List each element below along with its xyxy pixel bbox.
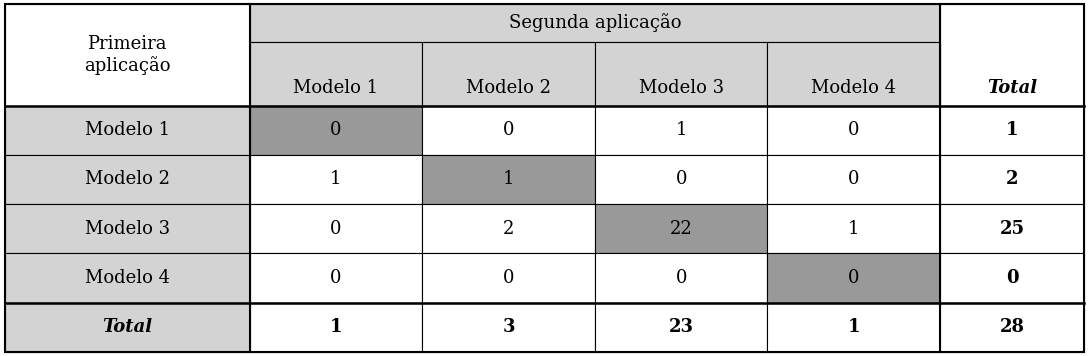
Text: Modelo 4: Modelo 4 bbox=[811, 79, 896, 96]
Text: 0: 0 bbox=[675, 171, 687, 188]
Bar bbox=[595, 42, 768, 105]
Bar bbox=[940, 253, 1084, 303]
Text: 0: 0 bbox=[675, 269, 687, 287]
Bar bbox=[768, 42, 940, 105]
Text: 0: 0 bbox=[1006, 269, 1018, 287]
Bar bbox=[249, 155, 423, 204]
Bar bbox=[768, 105, 940, 155]
Bar bbox=[5, 105, 249, 155]
Text: Modelo 2: Modelo 2 bbox=[466, 79, 551, 96]
Bar bbox=[940, 105, 1084, 155]
Bar bbox=[5, 253, 249, 303]
Bar bbox=[768, 204, 940, 253]
Bar bbox=[5, 303, 249, 352]
Text: 1: 1 bbox=[848, 220, 859, 238]
Bar bbox=[768, 253, 940, 303]
Bar bbox=[595, 155, 768, 204]
Text: Modelo 4: Modelo 4 bbox=[85, 269, 170, 287]
Bar bbox=[249, 105, 423, 155]
Bar bbox=[249, 204, 423, 253]
Bar bbox=[423, 303, 595, 352]
Text: 2: 2 bbox=[1006, 171, 1018, 188]
Bar bbox=[249, 42, 423, 105]
Bar bbox=[249, 253, 423, 303]
Bar bbox=[249, 4, 940, 42]
Text: Modelo 3: Modelo 3 bbox=[638, 79, 724, 96]
Text: 1: 1 bbox=[503, 171, 514, 188]
Bar bbox=[595, 303, 768, 352]
Text: Primeira
aplicação: Primeira aplicação bbox=[84, 35, 171, 75]
Text: 1: 1 bbox=[330, 318, 342, 336]
Text: 28: 28 bbox=[1000, 318, 1025, 336]
Bar bbox=[423, 204, 595, 253]
Bar bbox=[249, 303, 423, 352]
Bar bbox=[940, 303, 1084, 352]
Text: 1: 1 bbox=[1006, 121, 1018, 139]
Text: 0: 0 bbox=[848, 121, 859, 139]
Bar bbox=[423, 42, 595, 105]
Bar bbox=[423, 253, 595, 303]
Text: 1: 1 bbox=[330, 171, 342, 188]
Bar bbox=[768, 303, 940, 352]
Bar bbox=[940, 204, 1084, 253]
Bar bbox=[595, 105, 768, 155]
Text: 25: 25 bbox=[1000, 220, 1025, 238]
Text: 0: 0 bbox=[848, 269, 859, 287]
Text: 0: 0 bbox=[330, 269, 342, 287]
Text: 23: 23 bbox=[669, 318, 694, 336]
Bar bbox=[940, 155, 1084, 204]
Bar bbox=[5, 4, 249, 105]
Bar bbox=[768, 155, 940, 204]
Text: 0: 0 bbox=[503, 121, 514, 139]
Text: 0: 0 bbox=[330, 220, 342, 238]
Text: Total: Total bbox=[987, 79, 1037, 96]
Text: Segunda aplicação: Segunda aplicação bbox=[509, 14, 681, 32]
Text: Modelo 2: Modelo 2 bbox=[85, 171, 170, 188]
Text: Modelo 1: Modelo 1 bbox=[85, 121, 170, 139]
Text: 0: 0 bbox=[848, 171, 859, 188]
Text: 1: 1 bbox=[847, 318, 860, 336]
Text: 2: 2 bbox=[503, 220, 514, 238]
Text: 22: 22 bbox=[670, 220, 693, 238]
Text: 0: 0 bbox=[503, 269, 514, 287]
Text: 3: 3 bbox=[502, 318, 515, 336]
Text: Total: Total bbox=[102, 318, 152, 336]
Bar bbox=[595, 253, 768, 303]
Text: 1: 1 bbox=[675, 121, 687, 139]
Bar bbox=[595, 204, 768, 253]
Text: Modelo 3: Modelo 3 bbox=[85, 220, 170, 238]
Bar bbox=[5, 155, 249, 204]
Bar bbox=[5, 204, 249, 253]
Bar bbox=[940, 4, 1084, 105]
Text: 0: 0 bbox=[330, 121, 342, 139]
Text: Modelo 1: Modelo 1 bbox=[293, 79, 379, 96]
Bar bbox=[423, 105, 595, 155]
Bar bbox=[423, 155, 595, 204]
